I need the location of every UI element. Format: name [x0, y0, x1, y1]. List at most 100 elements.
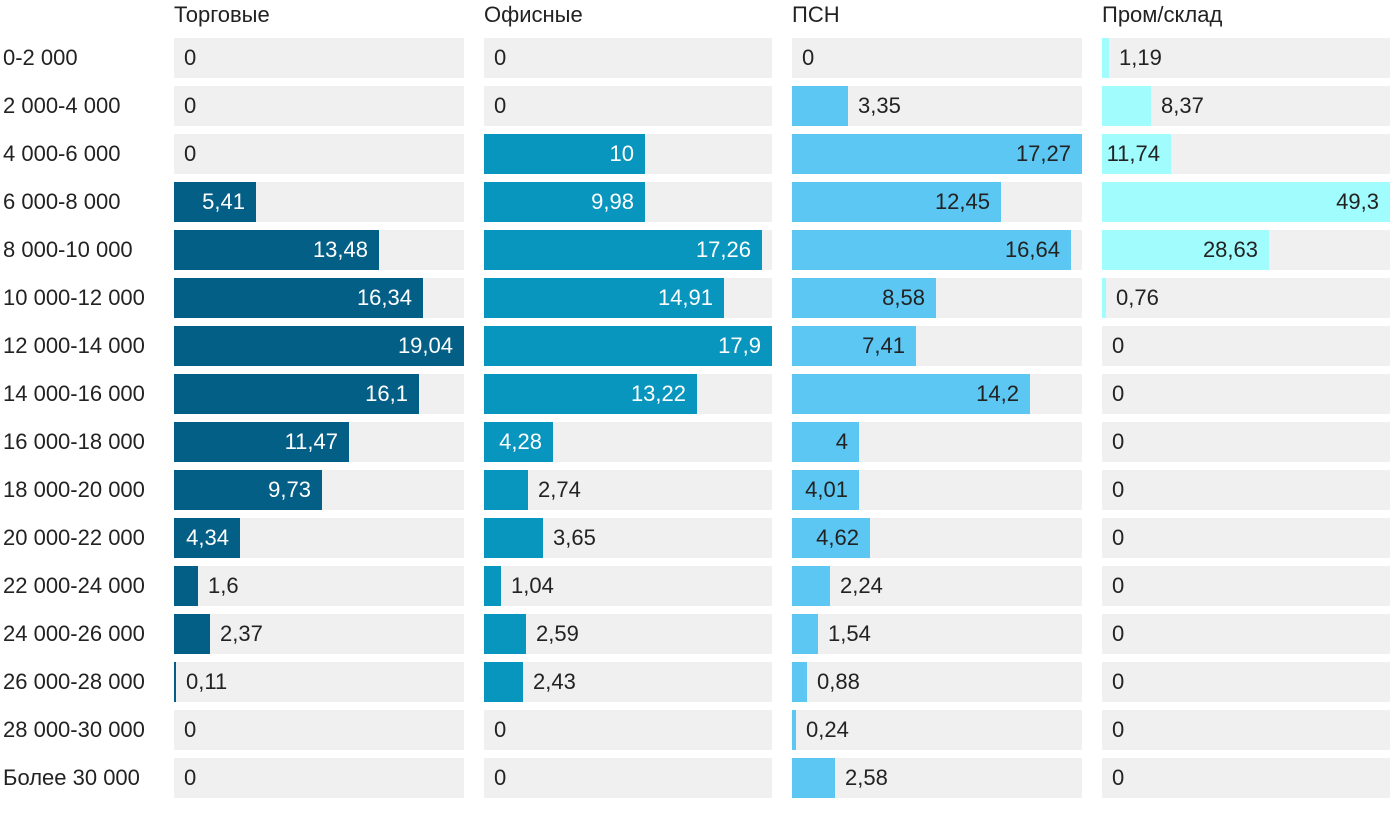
bar: [1102, 182, 1390, 222]
bar: [484, 518, 543, 558]
bar: [792, 566, 830, 606]
category-label: 4 000-6 000: [3, 141, 121, 166]
bar-track: 2,58: [792, 758, 1082, 798]
bar-track: 0,11: [174, 662, 464, 702]
data-label: 16,1: [365, 381, 408, 406]
category-label: 26 000-28 000: [3, 669, 145, 694]
category-label: 20 000-22 000: [3, 525, 145, 550]
data-label: 0: [184, 141, 197, 166]
data-label: 0: [1112, 621, 1125, 646]
bar: [484, 470, 528, 510]
bar-track: 19,04: [174, 326, 464, 366]
bar-track: 2,37: [174, 614, 464, 654]
bar-track: 4,34: [174, 518, 464, 558]
category-label: 14 000-16 000: [3, 381, 145, 406]
category-label: 18 000-20 000: [3, 477, 145, 502]
bar: [484, 614, 526, 654]
data-label: 14,2: [976, 381, 1019, 406]
bar-track: 5,41: [174, 182, 464, 222]
data-label: 16,64: [1004, 237, 1060, 262]
bar-track: 13,22: [484, 374, 772, 414]
bar: [484, 662, 523, 702]
bar-track: 0: [174, 38, 464, 78]
bar: [174, 326, 464, 366]
bar: [1102, 86, 1151, 126]
bar-track: 17,27: [792, 134, 1082, 174]
bar-track: 2,43: [484, 662, 772, 702]
bar-track: 4: [792, 422, 1082, 462]
bar: [484, 566, 501, 606]
data-label: 11,47: [284, 429, 338, 454]
bar-track: 16,1: [174, 374, 464, 414]
bar-track: 0: [1102, 566, 1390, 606]
bar-track: 14,2: [792, 374, 1082, 414]
bar: [792, 470, 859, 510]
bar-track: 0,88: [792, 662, 1082, 702]
bar: [484, 230, 762, 270]
bar-track: 8,58: [792, 278, 1082, 318]
series-title: Пром/склад: [1102, 2, 1223, 27]
bar: [1102, 278, 1106, 318]
bar-track: 28,63: [1102, 230, 1390, 270]
data-label: 2,59: [536, 621, 579, 646]
bar: [792, 422, 859, 462]
data-label: 1,54: [828, 621, 871, 646]
bar-track: 0: [174, 134, 464, 174]
series-title: ПСН: [792, 2, 840, 27]
bar-track: 0: [484, 710, 772, 750]
bar-track: 0: [792, 38, 1082, 78]
data-label: 0: [1112, 573, 1125, 598]
bar: [484, 422, 553, 462]
data-label: 12,45: [934, 189, 990, 214]
bar-track: 0,24: [792, 710, 1082, 750]
data-label: 17,9: [718, 333, 761, 358]
data-label: 0: [1112, 381, 1125, 406]
bar-track: 13,48: [174, 230, 464, 270]
data-label: 19,04: [397, 333, 453, 358]
bar: [174, 278, 423, 318]
bar-track: 0: [1102, 326, 1390, 366]
data-label: 1,6: [208, 573, 239, 598]
bar: [484, 326, 772, 366]
bar: [174, 374, 419, 414]
bar-track: 49,3: [1102, 182, 1390, 222]
data-label: 3,35: [858, 93, 901, 118]
data-label: 0: [494, 93, 507, 118]
data-label: 13,22: [630, 381, 686, 406]
bar: [792, 758, 835, 798]
category-label: 0-2 000: [3, 45, 78, 70]
bar: [792, 134, 1082, 174]
bar: [174, 230, 379, 270]
bar-track: 0: [1102, 614, 1390, 654]
data-label: 0: [1112, 333, 1125, 358]
data-label: 0,11: [186, 669, 228, 694]
category-label: 22 000-24 000: [3, 573, 145, 598]
bar-track: 4,28: [484, 422, 772, 462]
bar: [174, 566, 198, 606]
bar: [792, 86, 848, 126]
bar: [174, 518, 240, 558]
bar-track: 17,9: [484, 326, 772, 366]
data-label: 16,34: [356, 285, 412, 310]
bar: [484, 278, 724, 318]
data-label: 17,27: [1015, 141, 1071, 166]
series-title: Офисные: [484, 2, 583, 27]
data-label: 2,74: [538, 477, 581, 502]
bar: [792, 374, 1030, 414]
category-label: 28 000-30 000: [3, 717, 145, 742]
data-label: 0: [494, 765, 507, 790]
bar-track: 0: [174, 758, 464, 798]
bar-track: 16,34: [174, 278, 464, 318]
data-label: 4,62: [816, 525, 859, 550]
bar-track: 1,6: [174, 566, 464, 606]
bar-track: 0: [1102, 518, 1390, 558]
category-label: 12 000-14 000: [3, 333, 145, 358]
data-label: 0: [494, 717, 507, 742]
data-label: 4: [835, 429, 848, 454]
data-label: 0,24: [806, 717, 849, 742]
bar-track: 2,74: [484, 470, 772, 510]
data-label: 13,48: [312, 237, 368, 262]
bar: [174, 182, 256, 222]
bar-track: 9,73: [174, 470, 464, 510]
bar-track: 9,98: [484, 182, 772, 222]
